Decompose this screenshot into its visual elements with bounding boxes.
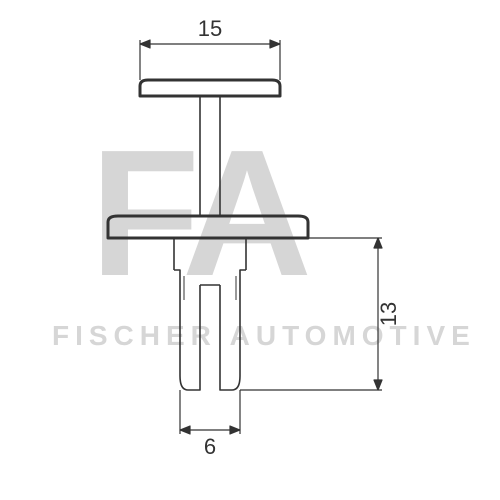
svg-text:6: 6 (204, 434, 216, 459)
svg-text:13: 13 (376, 302, 401, 326)
technical-drawing: 15 13 6 (0, 0, 500, 500)
svg-text:15: 15 (198, 16, 222, 41)
